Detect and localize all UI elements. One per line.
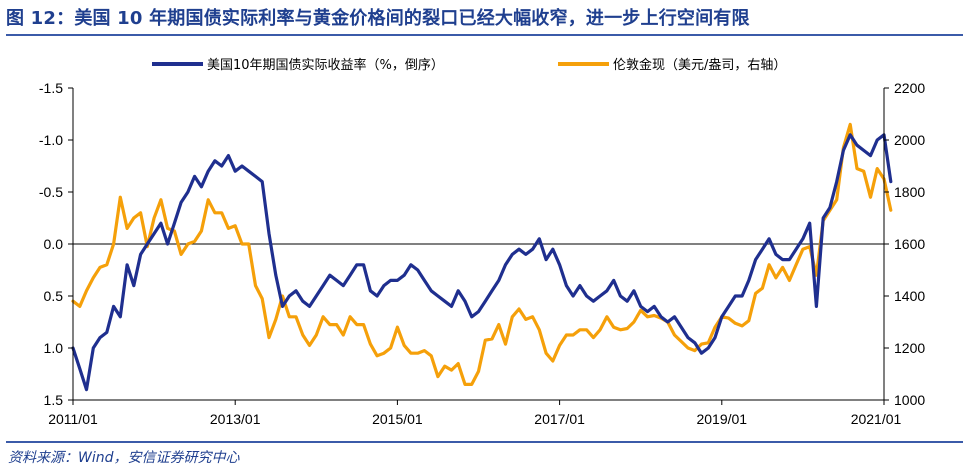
x-tick-label: 2015/01 bbox=[372, 411, 423, 427]
x-tick-label: 2021/01 bbox=[851, 411, 902, 427]
left-tick-label: 0.5 bbox=[44, 288, 64, 304]
right-tick-label: 1400 bbox=[894, 288, 925, 304]
legend: 美国10年期国债实际收益率（%，倒序） 伦敦金现（美元/盎司，右轴） bbox=[152, 57, 786, 73]
x-tick-label: 2011/01 bbox=[48, 411, 98, 427]
left-tick-label: 1.0 bbox=[44, 340, 64, 356]
right-tick-label: 1000 bbox=[894, 392, 925, 408]
right-tick-label: 1800 bbox=[894, 184, 925, 200]
left-tick-label: 0.0 bbox=[44, 236, 64, 252]
source-note: 资料来源：Wind，安信证券研究中心 bbox=[8, 450, 240, 466]
title-divider bbox=[6, 34, 963, 36]
left-tick-label: -1.0 bbox=[39, 132, 63, 148]
series-line-rates bbox=[71, 133, 893, 392]
chart-title: 图 12：美国 10 年期国债实际利率与黄金价格间的裂口已经大幅收窄，进一步上行… bbox=[6, 8, 750, 29]
left-tick-label: -1.5 bbox=[39, 80, 63, 96]
axes: -1.5 -1.0 -0.5 0.0 0.5 1.0 1.5 2200 2000 1800 1600… bbox=[39, 80, 925, 427]
x-tick-label: 2019/01 bbox=[696, 411, 747, 427]
plot-area bbox=[71, 122, 893, 392]
legend-label-gold: 伦敦金现（美元/盎司，右轴） bbox=[613, 57, 786, 73]
x-tick-label: 2017/01 bbox=[534, 411, 585, 427]
series-line-gold bbox=[71, 122, 893, 386]
legend-label-rates: 美国10年期国债实际收益率（%，倒序） bbox=[207, 57, 444, 73]
right-tick-label: 1600 bbox=[894, 236, 925, 252]
right-tick-label: 1200 bbox=[894, 340, 925, 356]
source-divider bbox=[6, 441, 963, 443]
left-tick-label: 1.5 bbox=[44, 392, 64, 408]
right-tick-label: 2200 bbox=[894, 80, 925, 96]
left-tick-label: -0.5 bbox=[39, 184, 63, 200]
x-tick-label: 2013/01 bbox=[210, 411, 261, 427]
right-tick-label: 2000 bbox=[894, 132, 925, 148]
